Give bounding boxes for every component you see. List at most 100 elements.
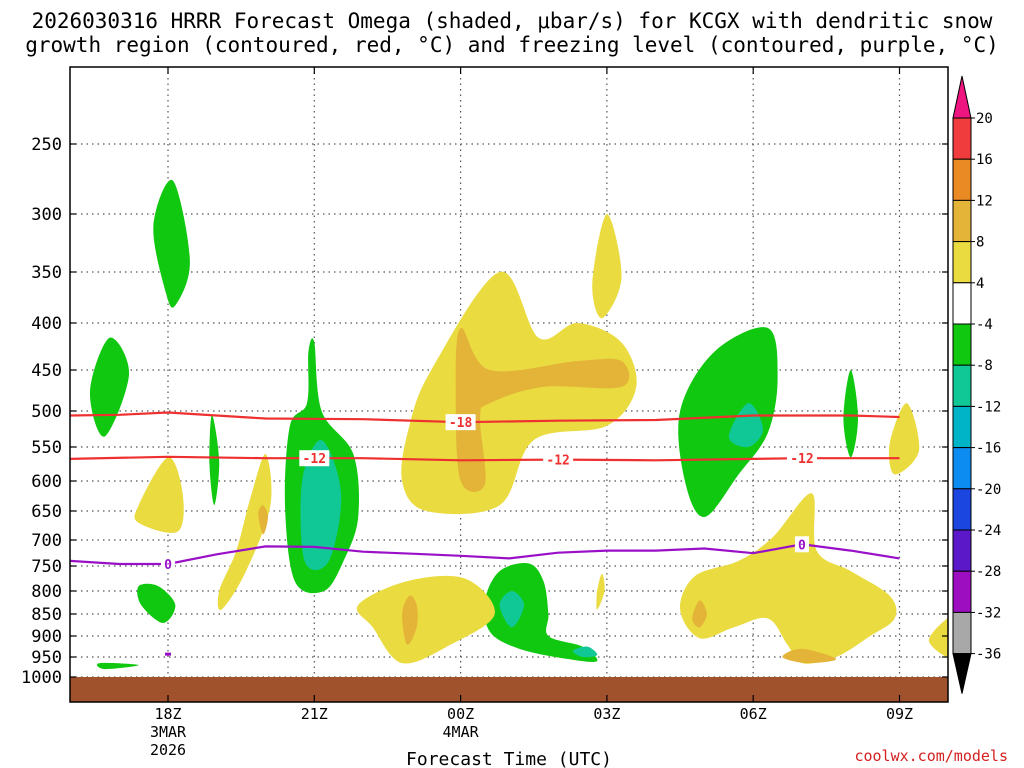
omega-region-8: [402, 595, 418, 645]
colorbar-swatch: [952, 611, 972, 655]
x-axis-title: Forecast Time (UTC): [406, 749, 612, 768]
plot-frame: [69, 66, 949, 703]
omega-region-4: [888, 403, 920, 475]
omega-region-neg8: [484, 563, 598, 662]
y-tick-label: 800: [31, 582, 62, 602]
contour-line-freezing-level: [70, 543, 900, 566]
x-tick-label: 00Z: [447, 705, 474, 723]
y-tick-label: 750: [31, 557, 62, 577]
y-tick-label: 350: [31, 263, 62, 283]
colorbar-label: 8: [976, 235, 984, 251]
contours: -18 -12 -12 -12 0 0: [70, 411, 900, 656]
colorbar-swatch: [952, 488, 972, 531]
omega-region-8: [782, 648, 837, 664]
colorbar-swatch: [952, 570, 972, 613]
y-tick-label: 550: [31, 438, 62, 458]
omega-shading: [89, 179, 948, 670]
colorbar-swatch: [952, 282, 972, 325]
colorbar-label: -16: [976, 441, 1001, 457]
omega-region-neg8: [89, 337, 130, 437]
omega-region-4: [596, 573, 605, 610]
colorbar-label: -4: [976, 317, 993, 333]
omega-region-4: [928, 618, 948, 658]
omega-region-neg8: [843, 370, 858, 458]
y-tick-label: 250: [31, 135, 62, 155]
omega-region-neg8: [153, 179, 190, 308]
omega-region-4: [680, 493, 897, 664]
x-tick-sublabel: 3MAR: [150, 723, 187, 741]
colorbar-swatch: [952, 447, 972, 490]
contour-label-bg: [299, 450, 330, 467]
credit-link[interactable]: coolwx.com/models: [854, 747, 1008, 765]
omega-region-neg12: [499, 591, 524, 628]
colorbar-swatch: [952, 529, 972, 572]
contour-label-dgz-lower: -12: [790, 452, 813, 467]
x-tick-label: 21Z: [301, 705, 328, 723]
colorbar-label: -28: [976, 564, 1001, 580]
omega-region-neg8: [678, 327, 778, 518]
colorbar-swatch: [952, 117, 972, 160]
colorbar-label: -32: [976, 605, 1001, 621]
omega-region-4: [356, 575, 495, 664]
y-tick-label: 300: [31, 205, 62, 225]
x-tick-label: 09Z: [886, 705, 913, 723]
y-tick-label: 400: [31, 314, 62, 334]
y-tick-label: 900: [31, 627, 62, 647]
y-tick-label: 850: [31, 605, 62, 625]
omega-region-8: [258, 505, 268, 535]
omega-region-4: [592, 213, 622, 319]
colorbar-swatch: [952, 199, 972, 243]
colorbar-label: -8: [976, 358, 993, 374]
colorbar-swatch: [952, 405, 972, 449]
omega-region-neg12: [300, 439, 342, 571]
colorbar-label: -24: [976, 523, 1001, 539]
colorbar-swatch: [952, 158, 972, 201]
contour-label-freezing-level: 0: [798, 538, 806, 553]
x-tick-label: 06Z: [740, 705, 767, 723]
colorbar-bottom-arrow: [952, 653, 972, 694]
contour-label-bg: [543, 451, 574, 468]
omega-region-neg8: [209, 414, 220, 506]
contour-label-bg: [161, 555, 175, 572]
contour-label-freezing-level: 0: [164, 558, 172, 573]
colorbar-label: 4: [976, 276, 984, 292]
y-tick-label: 1000: [21, 668, 62, 688]
colorbar-swatch: [952, 323, 972, 366]
contour-label-dgz-upper: -18: [449, 416, 473, 431]
omega-region-neg8: [137, 583, 176, 623]
x-tick-sublabel: 2026: [150, 741, 186, 759]
chart-title-line-2: growth region (contoured, red, °C) and f…: [25, 33, 999, 57]
colorbar-top-arrow: [952, 75, 972, 119]
colorbar-label: -12: [976, 399, 1001, 415]
omega-region-neg12: [572, 646, 598, 658]
colorbar-label: 20: [976, 111, 993, 127]
x-tick-sublabel: 4MAR: [443, 723, 480, 741]
omega-region-8: [455, 327, 630, 493]
contour-label-dgz-lower: -12: [546, 454, 569, 469]
y-tick-label: 500: [31, 402, 62, 422]
omega-region-neg12: [728, 403, 763, 448]
colorbar-swatch: [952, 241, 972, 284]
colorbar-label: -36: [976, 647, 1001, 663]
chart-title-line-1: 2026030316 HRRR Forecast Omega (shaded, …: [31, 9, 993, 33]
x-tick-label: 03Z: [593, 705, 620, 723]
omega-region-4: [217, 453, 272, 611]
colorbar-swatch: [952, 364, 972, 407]
contour-label-bg: [786, 450, 817, 467]
omega-region-neg8: [96, 662, 139, 670]
colorbar-label: 16: [976, 152, 993, 168]
y-tick-label: 700: [31, 531, 62, 551]
y-tick-label: 450: [31, 361, 62, 381]
contour-label-bg: [445, 414, 476, 431]
contour-label-bg: [794, 536, 809, 553]
y-tick-label: 600: [31, 472, 62, 492]
contour-label-dgz-lower: -12: [303, 452, 326, 467]
contour-line-dgz-lower: [70, 455, 900, 462]
colorbar-label: 12: [976, 193, 993, 209]
y-tick-label: 650: [31, 502, 62, 522]
ground-surface: [70, 677, 948, 702]
omega-region-8: [692, 600, 707, 628]
x-tick-label: 18Z: [154, 705, 181, 723]
y-tick-label: 950: [31, 648, 62, 668]
